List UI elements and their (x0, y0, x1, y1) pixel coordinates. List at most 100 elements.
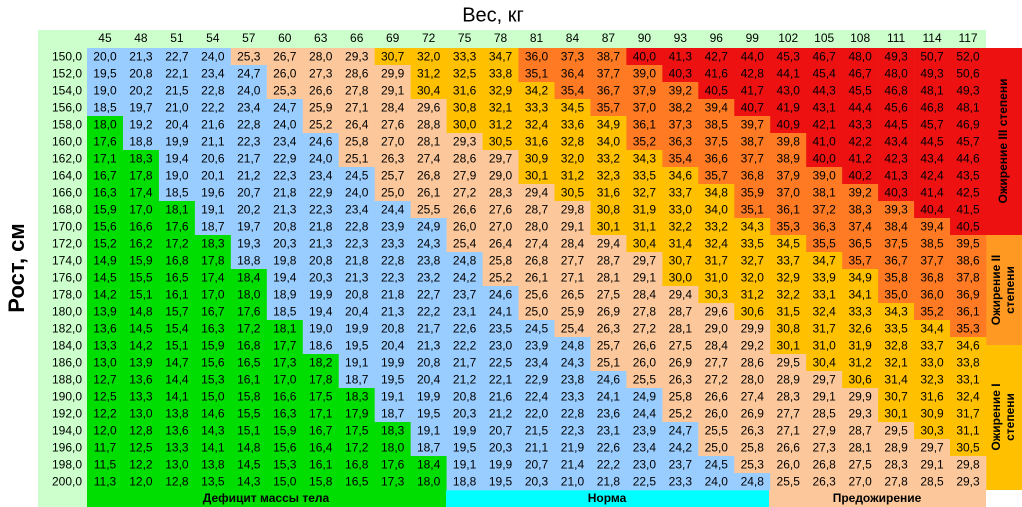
bmi-value: 23,3 (381, 237, 405, 251)
cell-bg (482, 405, 519, 423)
bmi-value: 17,2 (345, 441, 369, 455)
weight-header: 69 (386, 31, 400, 45)
cell-bg (482, 269, 519, 287)
bmi-value: 37,4 (848, 220, 872, 234)
cell-bg (626, 286, 663, 304)
cell-bg (626, 184, 663, 202)
bmi-value: 37,7 (597, 67, 621, 81)
cell-bg (446, 252, 483, 270)
bmi-value: 23,9 (525, 339, 549, 353)
cell-bg (410, 473, 447, 491)
cell-bg (518, 456, 555, 474)
bmi-value: 20,8 (345, 288, 369, 302)
cell-bg (950, 422, 987, 440)
cell-bg (626, 150, 663, 168)
bmi-value: 33,8 (489, 67, 513, 81)
bmi-value: 25,8 (345, 135, 369, 149)
bmi-value: 20,8 (453, 390, 477, 404)
bmi-value: 27,9 (453, 169, 477, 183)
cell-bg (266, 388, 304, 406)
cell-bg (122, 388, 160, 406)
bmi-value: 28,7 (597, 254, 621, 268)
cell-bg (87, 456, 124, 474)
bmi-value: 29,9 (741, 322, 765, 336)
cell-bg (302, 235, 340, 253)
bmi-value: 19,1 (453, 458, 477, 472)
bmi-value: 13,0 (93, 356, 117, 370)
bmi-value: 15,7 (165, 305, 189, 319)
cell-bg (842, 269, 879, 287)
cell-bg (698, 388, 735, 406)
bmi-value: 15,3 (201, 373, 225, 387)
bmi-value: 31,2 (561, 169, 585, 183)
cell-bg (302, 116, 340, 134)
bmi-value: 28,0 (525, 220, 549, 234)
bmi-value: 34,8 (705, 186, 729, 200)
cell-bg (626, 320, 663, 338)
cell-bg (230, 65, 268, 83)
cell-bg (482, 167, 519, 185)
bmi-value: 40,7 (741, 101, 765, 115)
bmi-value: 29,0 (705, 322, 729, 336)
cell-bg (878, 269, 915, 287)
bmi-value: 17,6 (165, 220, 189, 234)
bmi-value: 24,0 (309, 152, 333, 166)
bmi-value: 24,8 (453, 254, 477, 268)
cell-bg (950, 82, 987, 100)
cell-bg (374, 218, 411, 236)
bmi-value: 29,6 (705, 305, 729, 319)
bmi-value: 15,1 (129, 288, 153, 302)
bmi-value: 15,9 (129, 254, 153, 268)
cell-bg (482, 252, 519, 270)
bmi-value: 39,4 (705, 101, 729, 115)
cell-bg (914, 150, 951, 168)
bmi-value: 37,9 (777, 169, 801, 183)
bmi-value: 41,7 (741, 84, 765, 98)
bmi-value: 11,7 (94, 441, 117, 455)
bmi-value: 33,0 (669, 203, 693, 217)
bmi-value: 29,1 (561, 220, 585, 234)
cell-bg (482, 354, 519, 372)
cell-bg (338, 184, 375, 202)
bmi-value: 16,3 (93, 186, 117, 200)
bmi-value: 35,7 (705, 169, 729, 183)
cell-bg (230, 422, 268, 440)
bmi-value: 29,3 (345, 50, 369, 64)
bmi-value: 30,1 (777, 339, 801, 353)
cell-bg (230, 167, 268, 185)
bmi-value: 14,3 (201, 424, 225, 438)
cell-bg (338, 405, 375, 423)
cell-bg (914, 337, 951, 355)
cell-bg (374, 252, 411, 270)
cell-bg (230, 303, 268, 321)
weight-header: 102 (778, 31, 798, 45)
cell-bg (338, 439, 375, 457)
bmi-value: 18,6 (309, 339, 333, 353)
bmi-value: 27,4 (741, 390, 765, 404)
bmi-value: 37,5 (884, 237, 908, 251)
bmi-value: 20,8 (381, 322, 405, 336)
cell-bg (698, 150, 735, 168)
bmi-value: 33,3 (848, 305, 872, 319)
cell-bg (482, 422, 519, 440)
cell-bg (158, 405, 196, 423)
bmi-value: 38,9 (777, 152, 801, 166)
cell-bg (950, 116, 987, 134)
cell-bg (698, 354, 735, 372)
cell-bg (194, 388, 232, 406)
y-axis-label: Рост, см (4, 223, 29, 312)
bmi-value: 26,4 (345, 118, 369, 132)
bmi-value: 24,1 (489, 305, 513, 319)
cell-bg (87, 218, 124, 236)
cell-bg (662, 303, 699, 321)
bmi-value: 26,3 (381, 152, 405, 166)
weight-header: 45 (98, 31, 112, 45)
bmi-value: 31,6 (453, 84, 477, 98)
cell-bg (230, 184, 268, 202)
bmi-value: 31,2 (489, 118, 513, 132)
cell-bg (446, 337, 483, 355)
bmi-value: 35,4 (561, 84, 585, 98)
cell-bg (914, 303, 951, 321)
bmi-value: 28,3 (777, 390, 801, 404)
cell-bg (698, 201, 735, 219)
